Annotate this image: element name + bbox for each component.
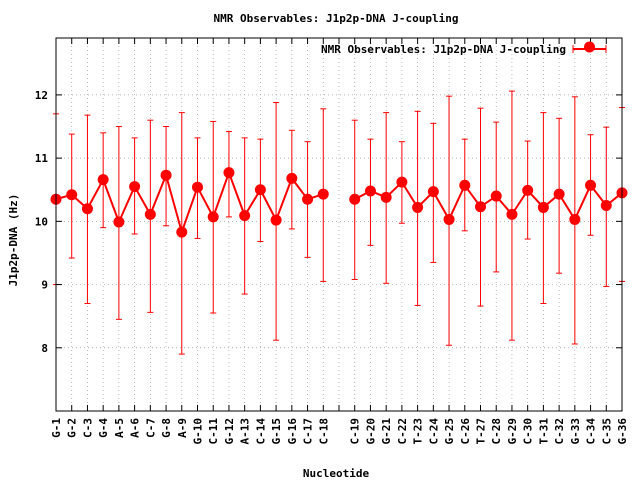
data-point (239, 210, 251, 222)
y-axis-ticks: 8 9 10 11 12 (35, 89, 622, 355)
data-point (349, 193, 361, 205)
data-point (192, 181, 203, 193)
data-point (302, 193, 314, 205)
data-point (207, 211, 219, 223)
x-tick-label: C-35 (600, 418, 613, 445)
x-tick-label: C-32 (553, 418, 566, 445)
legend-label: NMR Observables: J1p2p-DNA J-coupling (321, 43, 566, 56)
x-tick-label: G-21 (380, 418, 393, 445)
x-tick-label: G-15 (270, 418, 283, 445)
data-points (50, 167, 628, 238)
x-tick-label: C-18 (317, 418, 330, 445)
x-tick-label: G-8 (160, 418, 173, 438)
x-tick-label: C-14 (254, 418, 267, 445)
data-point (490, 190, 502, 202)
data-point (522, 184, 534, 196)
data-point (129, 181, 141, 193)
x-axis-label: Nucleotide (303, 467, 370, 480)
y-tick-label: 9 (41, 279, 48, 292)
x-tick-label: T-31 (537, 418, 550, 445)
data-point (427, 186, 439, 198)
data-point (176, 226, 188, 238)
x-tick-label: G-10 (192, 418, 205, 445)
x-tick-label: C-17 (302, 418, 315, 445)
data-point (97, 174, 109, 186)
x-tick-label: C-19 (349, 418, 362, 445)
legend: NMR Observables: J1p2p-DNA J-coupling (321, 41, 607, 56)
x-tick-label: T-27 (475, 418, 488, 445)
chart-title: NMR Observables: J1p2p-DNA J-coupling (213, 12, 458, 25)
x-tick-label: G-1 (50, 418, 63, 438)
series-line-segment (55, 169, 324, 236)
y-tick-label: 10 (35, 215, 48, 228)
data-point (223, 167, 235, 179)
data-point (66, 189, 78, 201)
x-tick-label: C-11 (207, 418, 220, 445)
y-axis-label: J1p2p-DNA (Hz) (7, 194, 20, 287)
x-tick-label: A-5 (113, 418, 126, 438)
x-tick-label: T-23 (412, 418, 425, 445)
data-point (553, 188, 565, 200)
x-tick-label: G-16 (286, 418, 299, 445)
data-point (364, 185, 376, 197)
x-tick-label: G-4 (97, 418, 110, 438)
x-tick-label: C-26 (459, 418, 472, 445)
x-tick-label: G-12 (223, 418, 236, 445)
data-point (270, 214, 282, 226)
y-tick-label: 12 (35, 89, 48, 102)
x-tick-label: A-9 (176, 418, 189, 438)
data-point (81, 203, 93, 215)
x-tick-label: G-2 (66, 418, 79, 438)
data-point (286, 172, 298, 184)
data-point (144, 208, 156, 220)
x-tick-label: C-3 (81, 418, 94, 438)
data-point (569, 213, 581, 225)
data-point (254, 184, 266, 196)
data-point (380, 191, 392, 203)
data-point (396, 176, 408, 188)
x-tick-label: G-29 (506, 418, 519, 445)
x-tick-label: C-7 (144, 418, 157, 438)
x-tick-label: A-13 (239, 418, 252, 445)
data-point (317, 188, 329, 200)
data-point (412, 201, 424, 213)
data-point (443, 213, 455, 225)
y-tick-label: 11 (35, 152, 49, 165)
x-tick-label: G-33 (569, 418, 582, 445)
x-axis-ticks: G-1 G-2 C-3 G-4 A-5 A-6 C-7 G-8 A-9 G-10 C-11 G-12 A… (50, 38, 629, 445)
data-point (459, 179, 471, 191)
x-tick-label: C-22 (396, 418, 409, 445)
data-point (113, 216, 125, 228)
data-point (600, 200, 612, 212)
x-tick-label: G-20 (364, 418, 377, 445)
x-tick-label: C-28 (490, 418, 503, 445)
x-tick-label: G-36 (616, 418, 629, 445)
data-point (160, 169, 172, 181)
x-tick-label: A-6 (129, 418, 142, 438)
data-point (475, 201, 486, 213)
x-tick-label: C-34 (585, 418, 598, 445)
data-point (537, 201, 549, 213)
data-point (506, 208, 518, 220)
data-point (585, 179, 597, 191)
x-tick-label: G-25 (443, 418, 456, 445)
x-tick-label: C-24 (427, 418, 440, 445)
y-tick-label: 8 (41, 342, 48, 355)
legend-marker (584, 41, 595, 53)
x-tick-label: C-30 (522, 418, 535, 445)
